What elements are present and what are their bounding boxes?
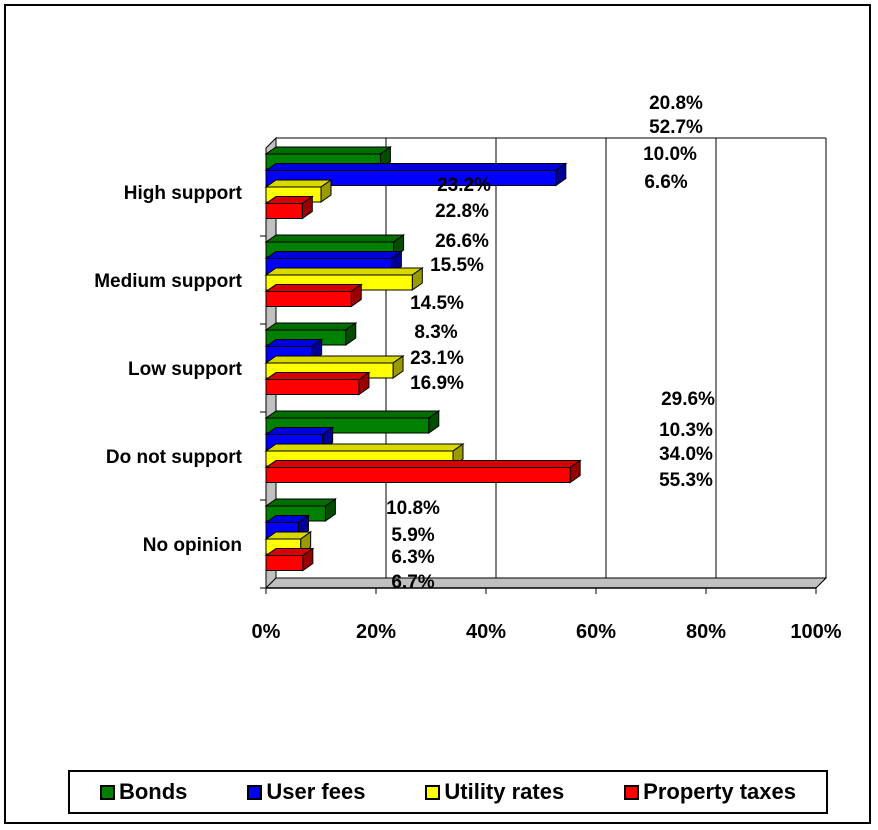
legend-item-utility-rates: Utility rates — [425, 779, 564, 805]
data-label-property-taxes-no-opinion: 6.7% — [391, 572, 434, 593]
legend-label-utility-rates: Utility rates — [444, 779, 565, 804]
data-label-bonds-low-support: 14.5% — [410, 293, 464, 314]
bar-property-taxes-no-opinion — [265, 555, 304, 571]
legend-swatch-property-taxes — [624, 784, 640, 800]
bar-user-fees-medium-support-top — [264, 251, 403, 259]
data-label-utility-rates-no-opinion: 6.3% — [391, 547, 434, 568]
bar-property-taxes-high-support — [265, 203, 303, 219]
bar-property-taxes-do-not-support — [265, 467, 571, 483]
bar-utility-rates-low-support-top — [264, 355, 405, 364]
bar-user-fees-do-not-support-top — [264, 427, 335, 435]
data-label-user-fees-low-support: 8.3% — [414, 322, 457, 343]
bar-bonds-low-support-top — [264, 322, 358, 331]
bar-bonds-no-opinion-top — [264, 498, 337, 507]
x-tick-label-3: 60% — [576, 621, 616, 643]
category-label-do-not-support: Do not support — [106, 447, 243, 468]
legend-swatch-user-fees — [247, 784, 263, 800]
data-label-user-fees-no-opinion: 5.9% — [391, 525, 434, 546]
legend-item-user-fees: User fees — [247, 779, 365, 805]
data-label-bonds-medium-support: 23.2% — [437, 175, 491, 196]
x-tick-label-4: 80% — [686, 621, 726, 643]
data-label-user-fees-medium-support: 22.8% — [435, 201, 489, 222]
bar-property-taxes-low-support-top — [264, 372, 371, 380]
legend-label-user-fees: User fees — [266, 779, 366, 804]
bar-user-fees-high-support — [265, 170, 557, 186]
bar-property-taxes-do-not-support-top — [264, 460, 582, 468]
bar-bonds-high-support-top — [264, 146, 392, 155]
legend: Bonds User fees Utility rates Property t… — [68, 770, 828, 814]
data-label-utility-rates-low-support: 23.1% — [410, 348, 464, 369]
bar-utility-rates-medium-support-top — [264, 267, 424, 276]
data-label-utility-rates-high-support: 10.0% — [643, 144, 697, 165]
category-label-no-opinion: No opinion — [143, 535, 242, 556]
x-tick-label-5: 100% — [790, 621, 841, 643]
bar-utility-rates-high-support-top — [264, 179, 333, 188]
legend-item-property-taxes: Property taxes — [624, 779, 796, 805]
category-label-medium-support: Medium support — [94, 271, 242, 292]
legend-item-bonds: Bonds — [99, 779, 188, 805]
legend-swatch-utility-rates — [425, 784, 441, 800]
data-label-utility-rates-medium-support: 26.6% — [435, 231, 489, 252]
data-label-property-taxes-medium-support: 15.5% — [430, 255, 484, 276]
category-label-high-support: High support — [124, 183, 243, 204]
category-label-low-support: Low support — [128, 359, 243, 380]
data-label-property-taxes-high-support: 6.6% — [644, 172, 687, 193]
data-label-user-fees-high-support: 52.7% — [649, 117, 703, 138]
bar-bonds-medium-support-top — [264, 234, 406, 243]
bar-bonds-do-not-support-top — [264, 410, 441, 419]
bar-property-taxes-low-support — [265, 379, 360, 395]
data-label-user-fees-do-not-support: 10.3% — [659, 420, 713, 441]
bar-property-taxes-medium-support — [265, 291, 352, 307]
legend-label-property-taxes: Property taxes — [643, 779, 796, 804]
data-label-bonds-high-support: 20.8% — [649, 93, 703, 114]
x-tick-label-2: 40% — [466, 621, 506, 643]
data-label-bonds-do-not-support: 29.6% — [661, 389, 715, 410]
bar-property-taxes-medium-support-top — [264, 284, 363, 292]
floor — [264, 577, 828, 589]
data-label-property-taxes-do-not-support: 55.3% — [659, 470, 713, 491]
x-tick-label-0: 0% — [252, 621, 281, 643]
bar-user-fees-high-support-top — [264, 163, 568, 171]
data-label-property-taxes-low-support: 16.9% — [410, 373, 464, 394]
x-tick-label-1: 20% — [356, 621, 396, 643]
legend-label-bonds: Bonds — [118, 779, 188, 804]
data-label-bonds-no-opinion: 10.8% — [386, 498, 440, 519]
legend-swatch-bonds — [99, 784, 115, 800]
data-label-utility-rates-do-not-support: 34.0% — [659, 444, 713, 465]
bar-utility-rates-do-not-support-top — [264, 443, 465, 452]
